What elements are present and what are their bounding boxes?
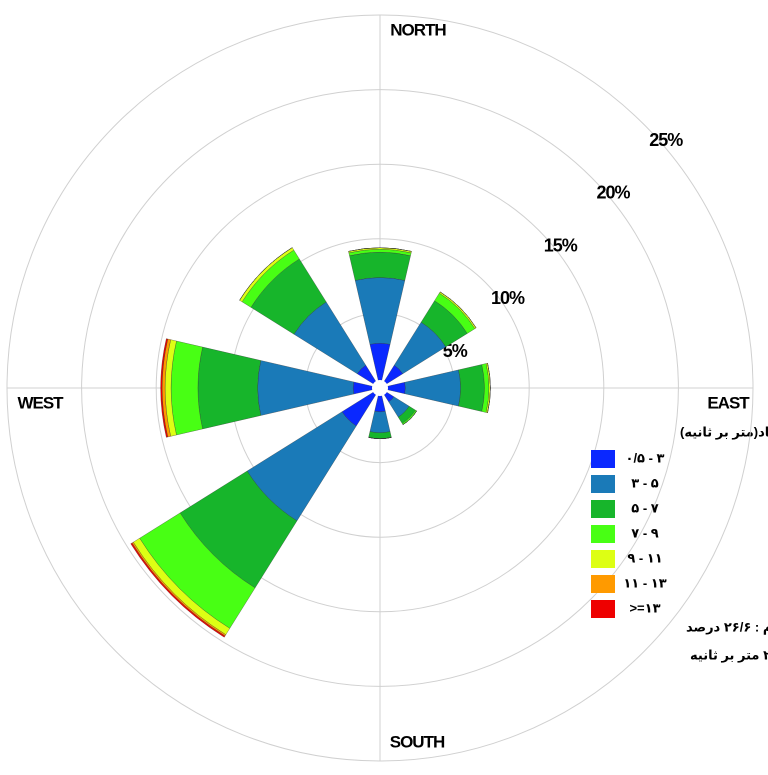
legend-swatch — [591, 600, 615, 618]
legend-label: ۹ - ۱۱ — [627, 550, 662, 565]
wedge-segment — [440, 291, 477, 328]
legend-label: ۵ - ۷ — [631, 500, 658, 515]
legend-swatch — [591, 575, 615, 593]
direction-label: NORTH — [390, 20, 446, 39]
wedge-segment — [170, 340, 203, 436]
direction-label: WEST — [17, 393, 64, 412]
grid-ring — [6, 14, 754, 762]
wedge-segment — [368, 431, 392, 439]
r-tick-label: 25% — [649, 130, 683, 150]
grid-ring — [155, 163, 605, 613]
legend-label: ۱۱ - ۱۳ — [623, 575, 666, 590]
direction-label: EAST — [707, 393, 750, 412]
wedge-segment — [257, 360, 355, 416]
wedge-segment — [404, 369, 461, 407]
legend-swatch — [591, 475, 615, 493]
legend-swatch — [591, 525, 615, 543]
r-tick-label: 20% — [596, 183, 630, 203]
legend-label: ۰/۵ - ۳ — [626, 450, 665, 465]
legend-label: ۳ - ۵ — [631, 475, 658, 490]
wedge-segment — [402, 410, 417, 425]
legend-swatch — [591, 450, 615, 468]
wedge-segment — [368, 437, 392, 439]
wedge-segment — [369, 411, 391, 433]
r-tick-label: 10% — [491, 288, 525, 308]
wedge-segment — [197, 346, 261, 430]
grid-ring — [81, 89, 679, 687]
legend-label: ۷ - ۹ — [631, 525, 658, 540]
calm-note: باد آرام : ۲۶/۶ درصد — [686, 618, 768, 635]
wedge-segment — [349, 252, 411, 281]
wedge-segment — [354, 277, 406, 345]
legend-swatch — [591, 550, 615, 568]
legend-swatch — [591, 500, 615, 518]
r-tick-label: 5% — [443, 341, 468, 361]
wedge-segment — [130, 542, 226, 638]
calm-hole — [372, 380, 388, 396]
r-tick-label: 15% — [544, 235, 578, 255]
legend-title: سرعت باد(متر بر ثانیه) — [680, 424, 768, 439]
mean-speed-note: میانگین سرعت باد : ۲/۸ متر بر ثانیه — [690, 647, 768, 662]
legend-label: >=۱۳ — [629, 600, 660, 615]
wedge-segment — [160, 338, 168, 438]
wedge-segment — [458, 364, 485, 412]
wedge-segment — [487, 363, 491, 413]
direction-label: SOUTH — [390, 732, 445, 751]
